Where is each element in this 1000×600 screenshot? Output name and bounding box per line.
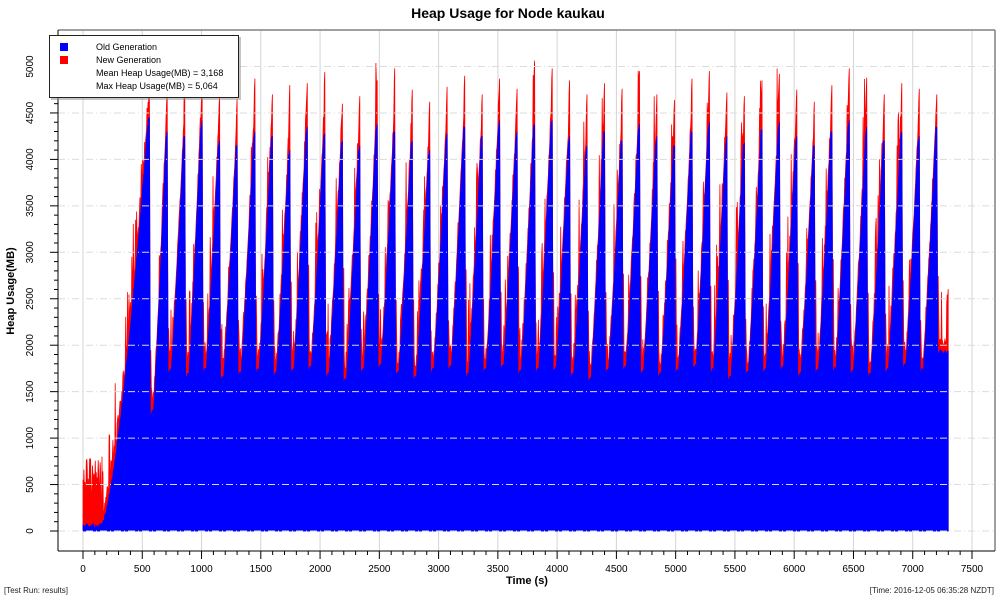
x-tick-label: 7500	[961, 564, 984, 575]
y-tick-label: 2000	[25, 334, 36, 357]
x-tick-label: 4500	[605, 564, 628, 575]
x-tick-label: 3500	[487, 564, 510, 575]
legend: Old Generation New Generation Mean Heap …	[49, 35, 239, 98]
old-generation-swatch	[60, 42, 68, 51]
timestamp-label: [Time: 2016-12-05 06:35:28 NZDT]	[869, 586, 994, 595]
x-tick-label: 2000	[309, 564, 332, 575]
y-tick-label: 4000	[25, 148, 36, 171]
x-tick-label: 1500	[250, 564, 273, 575]
legend-mean-stat: Mean Heap Usage(MB) = 3,168	[96, 67, 224, 78]
y-axis-title: Heap Usage(MB)	[5, 247, 17, 335]
chart-title: Heap Usage for Node kaukau	[411, 5, 605, 21]
x-tick-label: 3000	[427, 564, 450, 575]
y-tick-label: 4500	[25, 101, 36, 124]
y-tick-label: 2500	[25, 287, 36, 310]
axes: 0500100015002000250030003500400045005000…	[25, 29, 996, 575]
old-generation-area	[82, 117, 949, 532]
x-tick-label: 2500	[368, 564, 391, 575]
x-tick-label: 5500	[724, 564, 747, 575]
x-tick-label: 7000	[902, 564, 925, 575]
x-tick-label: 4000	[546, 564, 569, 575]
y-tick-label: 3500	[25, 194, 36, 217]
series-areas	[82, 60, 949, 532]
x-tick-label: 6500	[842, 564, 865, 575]
legend-label-new-generation: New Generation	[96, 54, 162, 65]
legend-label-old-generation: Old Generation	[96, 41, 158, 52]
legend-max-stat: Max Heap Usage(MB) = 5,064	[96, 80, 218, 91]
y-tick-label: 500	[25, 476, 36, 493]
legend-mean-stat-row: Mean Heap Usage(MB) = 3,168	[54, 66, 234, 79]
x-tick-label: 6000	[783, 564, 806, 575]
x-tick-label: 500	[134, 564, 151, 575]
x-tick-label: 0	[80, 564, 86, 575]
horizontal-gridlines	[58, 66, 995, 532]
y-tick-label: 1000	[25, 427, 36, 450]
x-tick-label: 5000	[665, 564, 688, 575]
legend-item-new-generation: New Generation	[54, 53, 234, 66]
y-tick-label: 1500	[25, 380, 36, 403]
y-tick-label: 5000	[25, 55, 36, 78]
legend-item-old-generation: Old Generation	[54, 40, 234, 53]
x-tick-label: 1000	[190, 564, 213, 575]
y-tick-label: 3000	[25, 241, 36, 264]
legend-max-stat-row: Max Heap Usage(MB) = 5,064	[54, 79, 234, 92]
x-axis-title: Time (s)	[506, 575, 548, 587]
y-tick-label: 0	[25, 528, 36, 534]
test-run-label: [Test Run: results]	[4, 586, 69, 595]
new-generation-swatch	[60, 55, 68, 64]
